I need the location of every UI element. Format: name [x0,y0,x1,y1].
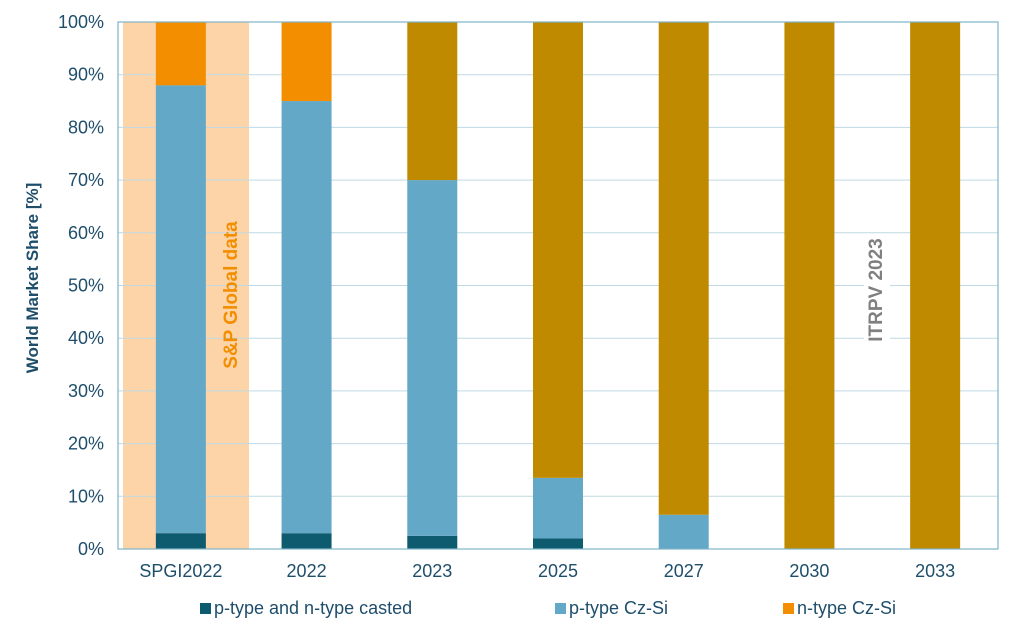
bar-segment [155,85,206,534]
annotation-itrpv-label: ITRPV 2023 [866,238,887,342]
bar-segment [658,514,709,549]
plot-frame [117,21,999,550]
y-axis-label: World Market Share [%] [23,183,42,374]
bar-segment [281,22,332,102]
y-tick-label: 70% [68,170,104,190]
annotation-sp-global-label: S&P Global data [221,221,242,369]
x-tick-label: 2022 [287,561,327,581]
y-tick-label: 100% [58,12,104,32]
annotation-sp-global: S&P Global data [221,221,242,369]
bars [155,22,961,549]
bar-segment [533,538,583,549]
annotation-itrpv: ITRPV 2023 [864,234,890,346]
bar-segment [533,22,583,478]
x-tick-label: 2023 [412,561,452,581]
y-tick-label: 40% [68,328,104,348]
y-tick-label: 50% [68,276,104,296]
bar-segment [784,22,835,549]
legend-label: p-type Cz-Si [569,598,668,618]
bar-segment [155,533,206,549]
legend-swatch [783,603,794,614]
y-tick-label: 20% [68,434,104,454]
bar-segment [281,101,332,534]
y-tick-label: 30% [68,381,104,401]
bar-segment [658,22,709,515]
y-tick-label: 0% [78,539,104,559]
x-tick-label: 2030 [789,561,829,581]
legend-swatch [555,603,566,614]
y-tick-label: 10% [68,486,104,506]
y-axis-ticks: 0% 10% 20% 30% 40% 50% 60% 70% 80% 90% 100% [58,12,104,559]
annotation-itrpv-background [864,234,890,346]
x-tick-label: SPGI2022 [139,561,222,581]
bar-segment [407,180,458,536]
bar-segment [910,22,961,549]
bar-segment [281,533,332,549]
y-tick-label: 90% [68,65,104,85]
x-tick-label: 2025 [538,561,578,581]
y-tick-label: 60% [68,223,104,243]
legend-swatch [200,603,211,614]
x-tick-label: 2033 [915,561,955,581]
legend: p-type and n-type casted p-type Cz-Si n-ty… [200,598,896,618]
bar-segment [407,535,458,549]
bar-segment [533,477,583,539]
bar-segment [407,22,458,181]
y-tick-label: 80% [68,117,104,137]
x-axis-ticks: SPGI2022 2022 2023 2025 2027 2030 2033 [139,561,955,581]
legend-label: p-type and n-type casted [214,598,412,618]
x-tick-label: 2027 [664,561,704,581]
legend-label: n-type Cz-Si [797,598,896,618]
bar-segment [155,22,206,86]
